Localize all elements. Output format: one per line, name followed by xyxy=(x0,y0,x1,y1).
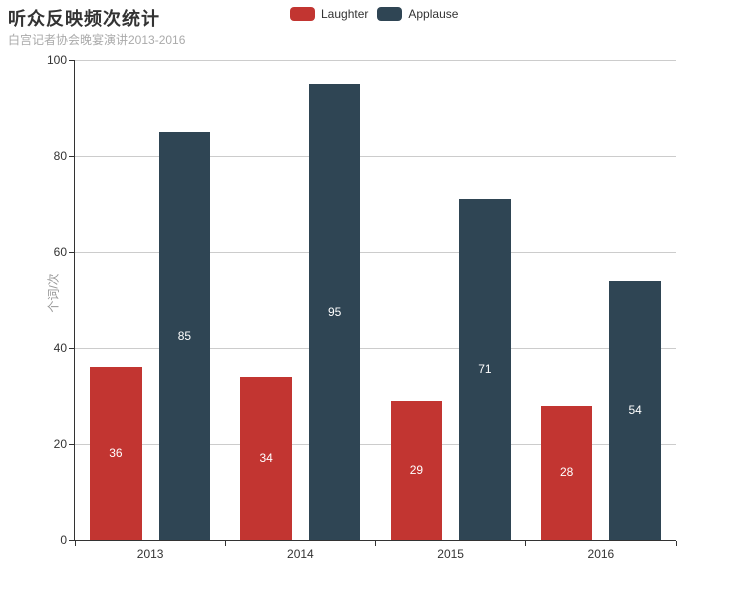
x-axis-label: 2016 xyxy=(587,547,615,561)
y-axis-tick-label: 40 xyxy=(53,341,67,355)
x-axis-label: 2013 xyxy=(136,547,164,561)
chart-subtitle: 白宫记者协会晚宴演讲2013-2016 xyxy=(8,33,186,47)
bar-value-label: 28 xyxy=(559,465,574,480)
gridline xyxy=(75,443,676,445)
y-axis-line xyxy=(74,60,75,540)
gridline xyxy=(75,251,676,253)
bar-value-label: 34 xyxy=(259,450,273,465)
bar-value-label: 54 xyxy=(628,402,642,417)
legend-label-applause: Applause xyxy=(408,7,459,21)
x-axis-line xyxy=(74,540,676,541)
bar-laughter-2016[interactable] xyxy=(540,405,593,540)
x-axis-tick xyxy=(74,541,76,546)
gridline xyxy=(75,59,676,61)
legend: Laughter Applause xyxy=(290,7,458,21)
bar-value-label: 95 xyxy=(327,304,342,319)
x-axis-label: 2014 xyxy=(287,547,314,561)
y-axis-tick-label: 100 xyxy=(46,53,67,67)
gridline xyxy=(75,347,676,349)
y-axis-tick xyxy=(69,251,75,253)
bar-laughter-2014[interactable] xyxy=(240,376,292,540)
bar-applause-2013[interactable] xyxy=(158,132,211,540)
legend-swatch-applause xyxy=(377,7,403,21)
chart-title: 听众反映频次统计 xyxy=(8,9,160,29)
legend-item-applause[interactable]: Applause xyxy=(377,7,458,21)
y-axis-tick-label: 0 xyxy=(60,533,67,547)
bar-laughter-2015[interactable] xyxy=(390,400,443,540)
bar-applause-2015[interactable] xyxy=(459,199,511,540)
legend-swatch-laughter xyxy=(290,7,315,21)
y-axis-tick-label: 80 xyxy=(53,149,67,163)
bar-laughter-2013[interactable] xyxy=(90,367,142,540)
y-axis-tick xyxy=(69,155,75,157)
bar-value-label: 36 xyxy=(109,446,123,461)
bar-applause-2016[interactable] xyxy=(609,280,661,540)
bar-value-label: 71 xyxy=(478,362,492,377)
y-axis-tick-label: 20 xyxy=(53,437,67,451)
y-axis-tick xyxy=(69,59,75,61)
legend-label-laughter: Laughter xyxy=(321,7,369,21)
x-axis-tick xyxy=(525,541,527,546)
y-axis-tick-label: 60 xyxy=(53,245,67,259)
y-axis-tick xyxy=(69,443,75,445)
bar-applause-2014[interactable] xyxy=(308,84,361,540)
bar-value-label: 29 xyxy=(409,462,424,477)
x-axis-tick xyxy=(375,541,376,546)
x-axis-tick xyxy=(675,541,677,546)
y-axis-tick xyxy=(69,347,75,349)
x-axis-tick xyxy=(224,541,226,546)
legend-item-laughter[interactable]: Laughter xyxy=(290,7,368,21)
y-axis-tick xyxy=(69,539,75,541)
x-axis-label: 2015 xyxy=(437,547,464,561)
gridline xyxy=(75,155,676,157)
bar-value-label: 85 xyxy=(177,328,192,343)
